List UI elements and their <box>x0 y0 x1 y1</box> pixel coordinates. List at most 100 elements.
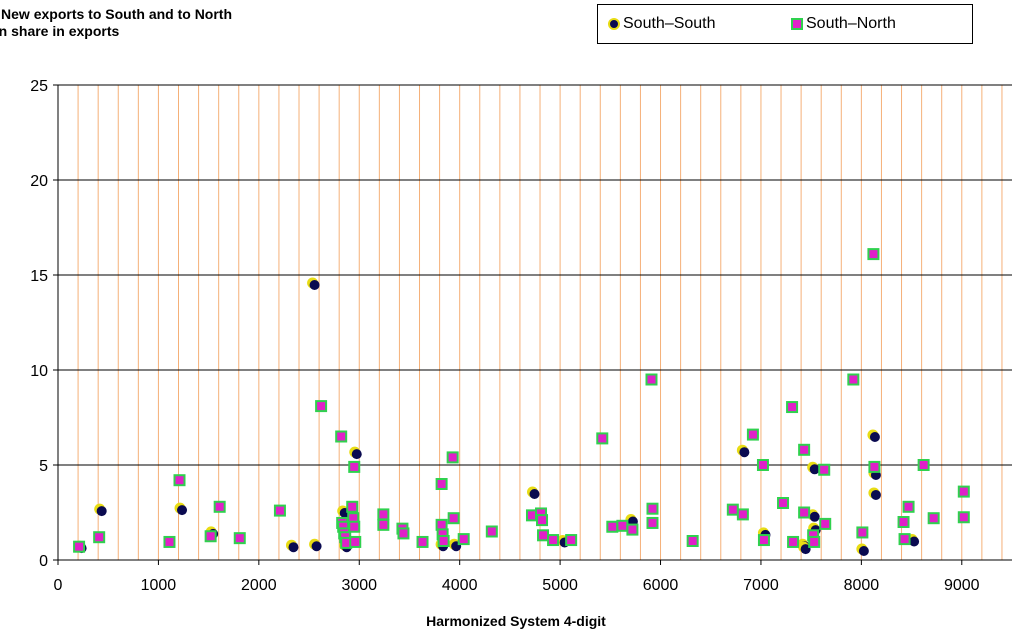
south-north-point <box>416 535 429 548</box>
south-south-point <box>809 464 820 475</box>
south-north-point <box>927 512 940 525</box>
y-tick-labels: 0 5 10 15 20 25 <box>30 78 58 570</box>
x-tick-label: 5000 <box>542 577 578 594</box>
south-north-point <box>957 485 970 498</box>
x-tick-label: 6000 <box>643 577 679 594</box>
south-north-point <box>917 459 930 471</box>
horizontal-grid-lines <box>58 84 1012 466</box>
south-north-point <box>377 508 390 521</box>
south-north-point <box>536 514 549 527</box>
south-north-point <box>73 540 86 553</box>
y-tick-label: 0 <box>39 553 48 570</box>
x-tick-label: 0 <box>54 577 63 594</box>
south-north-point <box>606 520 619 533</box>
circle-marker-icon <box>608 18 620 30</box>
south-north-point <box>596 432 609 445</box>
y-tick-label: 15 <box>30 268 48 285</box>
south-south-point <box>909 536 920 547</box>
x-tick-label: 2000 <box>241 577 277 594</box>
south-north-point <box>746 428 759 441</box>
south-north-point <box>485 525 498 538</box>
y-tick-label: 20 <box>30 173 48 190</box>
south-north-point <box>233 532 246 545</box>
y-tick-label: 10 <box>30 363 48 380</box>
south-north-point <box>377 518 390 531</box>
south-south-point <box>529 489 540 499</box>
south-north-point <box>348 460 361 473</box>
south-north-point <box>397 527 410 540</box>
south-north-point <box>348 520 361 533</box>
south-north-point <box>435 478 448 490</box>
chart-title-line-2: nge in share in exports <box>0 23 120 39</box>
south-north-point <box>335 430 348 443</box>
south-north-point <box>777 497 790 509</box>
x-tick-label: 8000 <box>844 577 880 594</box>
south-north-point <box>93 531 106 544</box>
south-south-point <box>870 489 881 500</box>
x-tick-labels: 0 1000 2000 3000 4000 5000 6000 7000 8000 9000 <box>54 560 980 594</box>
south-north-point <box>902 500 915 513</box>
south-north-point <box>213 500 226 513</box>
south-north-point <box>457 533 470 546</box>
south-north-point <box>787 535 800 548</box>
south-north-point <box>646 502 659 515</box>
south-north-point <box>856 526 869 539</box>
south-south-point <box>351 449 362 460</box>
chart-title-line-1: e 3a. New exports to South and to North <box>0 6 233 22</box>
south-south-point <box>96 506 107 517</box>
south-north-point <box>346 500 359 513</box>
south-north-point <box>957 511 970 524</box>
south-north-point <box>173 474 186 487</box>
south-north-point <box>163 535 176 548</box>
south-north-point <box>818 463 831 476</box>
south-north-point <box>349 535 362 548</box>
south-south-point <box>311 541 322 552</box>
x-tick-label: 1000 <box>141 577 177 594</box>
legend: South–South South–North <box>597 4 973 44</box>
south-north-point <box>868 460 881 473</box>
south-north-point <box>819 517 832 530</box>
y-tick-label: 5 <box>39 458 48 475</box>
x-tick-label: 9000 <box>944 577 980 594</box>
axes <box>57 85 1012 561</box>
legend-item-south-north: South–North <box>791 14 896 34</box>
south-north-point <box>547 534 560 547</box>
south-north-point <box>756 459 769 471</box>
south-north-point <box>798 506 811 519</box>
legend-label-south-north: South–North <box>806 15 896 32</box>
y-tick-label: 25 <box>30 78 48 95</box>
south-south-point <box>309 280 320 290</box>
south-north-point <box>898 533 911 546</box>
south-south-point <box>869 432 880 442</box>
legend-item-south-south: South–South <box>608 14 716 34</box>
south-north-point <box>446 451 459 464</box>
south-north-point <box>204 530 217 543</box>
south-south-point <box>739 447 750 458</box>
x-tick-label: 7000 <box>743 577 779 594</box>
south-north-point <box>847 373 860 386</box>
south-north-point <box>437 535 450 547</box>
south-north-point <box>273 504 286 517</box>
south-north-point <box>645 373 658 386</box>
south-south-point <box>288 542 299 553</box>
x-tick-label: 4000 <box>442 577 478 594</box>
south-north-point <box>646 516 659 529</box>
series-south-south <box>74 277 920 556</box>
south-north-point <box>867 248 880 261</box>
south-south-point <box>800 544 811 555</box>
vertical-grid-lines <box>77 85 1003 560</box>
south-north-point <box>447 512 460 525</box>
south-north-point <box>897 516 910 528</box>
south-north-point <box>686 535 699 547</box>
south-south-point <box>177 505 188 516</box>
x-tick-label: 3000 <box>341 577 377 594</box>
south-north-point <box>537 529 550 542</box>
south-north-point <box>736 508 749 521</box>
south-north-point <box>726 503 739 516</box>
x-axis-label: Harmonized System 4-digit <box>426 613 606 629</box>
chart-title: e 3a. New exports to South and to North … <box>0 6 420 46</box>
south-north-point <box>798 443 811 456</box>
series-south-north <box>73 248 970 553</box>
south-north-point <box>757 534 770 547</box>
